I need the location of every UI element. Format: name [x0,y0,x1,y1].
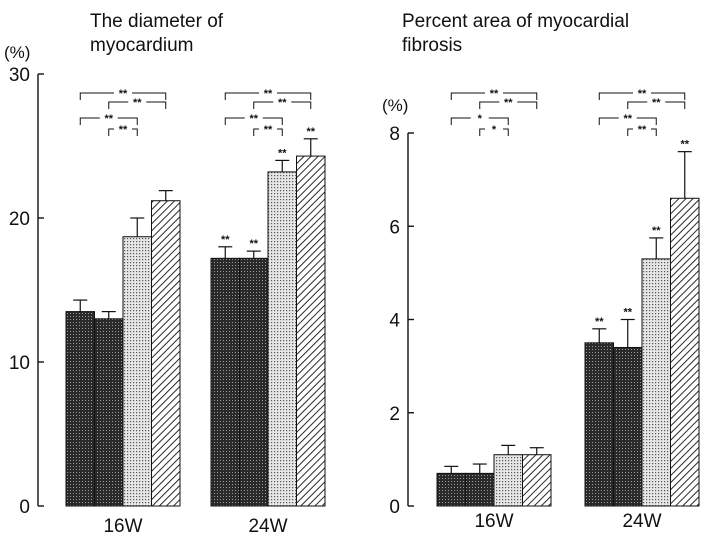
comparison-label: ** [104,113,113,125]
y-tick-label: 6 [389,217,400,238]
bracket-label-bg [273,98,292,106]
significance-mark: ** [278,147,287,159]
bracket-label-bg [470,114,489,122]
bracket-label-bg [633,89,651,97]
bar [65,311,95,507]
bracket-label-bg [618,114,637,122]
significance-mark: ** [595,316,604,328]
bar [296,155,326,507]
bar [584,342,614,507]
y-axis-unit: (%) [382,96,408,115]
y-tick-label: 8 [389,124,400,145]
bar [670,197,700,507]
comparison-label: ** [278,97,287,109]
y-tick-label: 0 [19,497,30,518]
bar [641,258,671,507]
bar [210,257,240,507]
comparison-label: ** [264,124,273,136]
category-label: 16W [103,516,142,537]
bracket-label-bg [244,114,263,122]
bracket-label-bg [128,98,147,106]
significance-mark: ** [652,225,661,237]
comparison-label: ** [652,97,661,109]
category-label: 24W [622,511,661,532]
bracket-label-bg [485,125,503,133]
bar [613,346,643,507]
bracket-label-bg [259,89,277,97]
bracket-label-bg [499,98,518,106]
comparison-label: * [492,124,497,136]
comparison-label: ** [638,124,647,136]
bar [239,257,269,507]
y-axis-unit: (%) [4,43,30,62]
bar [436,472,466,507]
chart-title-fibrosis: Percent area of myocardial fibrosis [402,11,630,56]
y-tick-label: 4 [389,311,400,332]
comparison-label: ** [119,124,128,136]
comparison-label: ** [119,88,128,100]
bar [151,200,181,507]
y-tick-label: 20 [9,209,30,230]
bar [94,318,124,507]
significance-mark: ** [249,238,258,250]
y-tick-label: 2 [389,404,400,425]
bar [493,454,523,507]
bar [465,472,495,507]
y-tick-label: 10 [9,353,30,374]
significance-mark: ** [623,307,632,319]
comparison-label: ** [623,113,632,125]
category-label: 24W [248,516,287,537]
comparison-label: ** [249,113,258,125]
chart-title-diameter: The diameter of myocardium [90,11,224,56]
bracket-label-bg [485,89,503,97]
comparison-label: ** [133,97,142,109]
bracket-label-bg [633,125,651,133]
significance-mark: ** [221,234,230,246]
bar [122,236,152,507]
comparison-label: * [478,113,483,125]
bracket-label-bg [114,125,132,133]
significance-mark: ** [306,126,315,138]
comparison-label: ** [490,88,499,100]
y-tick-label: 30 [9,65,30,86]
category-label: 16W [474,511,513,532]
y-tick-label: 0 [389,497,400,518]
bracket-label-bg [99,114,118,122]
bracket-label-bg [647,98,666,106]
bar [522,454,552,507]
comparison-label: ** [638,88,647,100]
comparison-label: ** [264,88,273,100]
bracket-label-bg [114,89,132,97]
significance-mark: ** [680,139,689,151]
comparison-label: ** [504,97,513,109]
bar [267,171,297,507]
bracket-label-bg [259,125,277,133]
